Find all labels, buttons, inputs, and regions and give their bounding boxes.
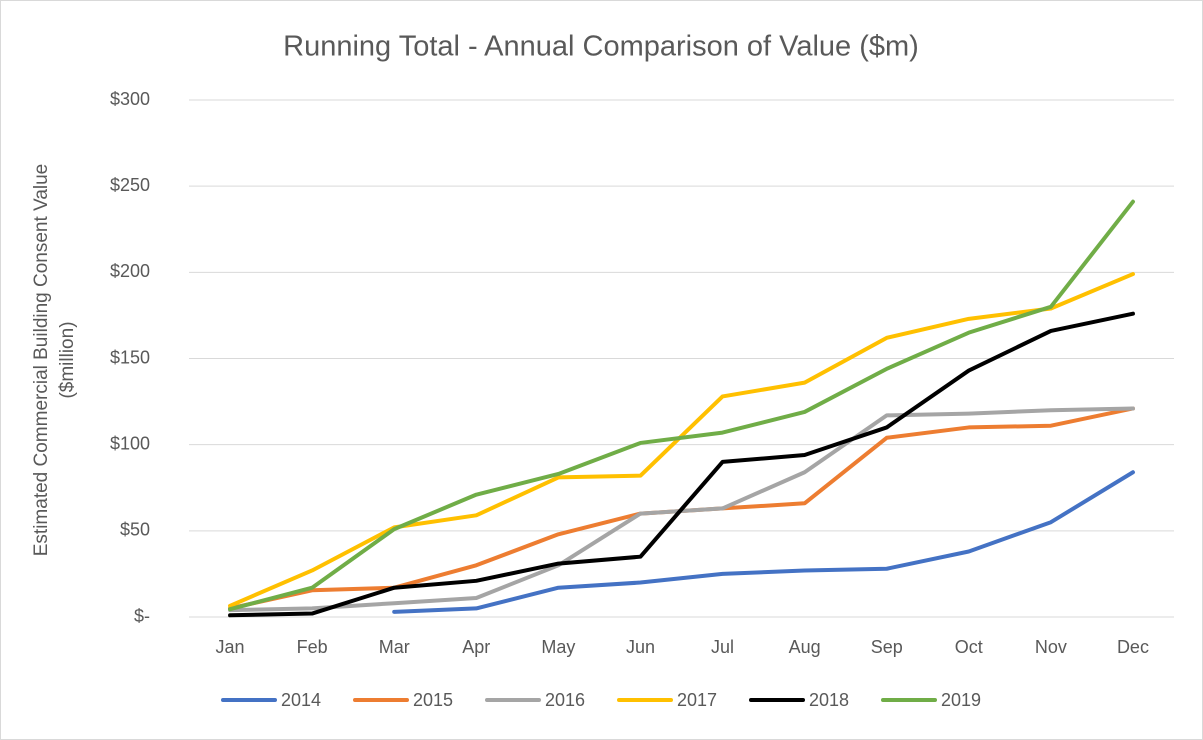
legend-label: 2018 bbox=[809, 690, 849, 710]
x-tick-label: Nov bbox=[1035, 637, 1067, 657]
legend-label: 2015 bbox=[413, 690, 453, 710]
x-tick-label: Dec bbox=[1117, 637, 1149, 657]
y-tick-label: $300 bbox=[110, 89, 150, 109]
y-tick-label: $200 bbox=[110, 261, 150, 281]
legend-label: 2014 bbox=[281, 690, 321, 710]
x-tick-label: Apr bbox=[462, 637, 490, 657]
legend-label: 2019 bbox=[941, 690, 981, 710]
y-tick-label: $50 bbox=[120, 520, 150, 540]
legend-label: 2017 bbox=[677, 690, 717, 710]
x-tick-label: Jan bbox=[216, 637, 245, 657]
x-tick-label: Jul bbox=[711, 637, 734, 657]
y-tick-label: $150 bbox=[110, 347, 150, 367]
x-tick-label: Oct bbox=[955, 637, 983, 657]
y-tick-label: $100 bbox=[110, 433, 150, 453]
x-tick-label: Aug bbox=[789, 637, 821, 657]
y-axis-label: Estimated Commercial Building Consent Va… bbox=[31, 163, 78, 557]
x-tick-label: Jun bbox=[626, 637, 655, 657]
x-tick-label: Mar bbox=[379, 637, 410, 657]
x-tick-label: May bbox=[541, 637, 575, 657]
legend-label: 2016 bbox=[545, 690, 585, 710]
series-line bbox=[228, 311, 1135, 618]
series-line bbox=[392, 470, 1135, 614]
y-tick-label: $- bbox=[134, 606, 150, 626]
y-tick-label: $250 bbox=[110, 175, 150, 195]
x-tick-label: Sep bbox=[871, 637, 903, 657]
chart-title: Running Total - Annual Comparison of Val… bbox=[283, 31, 919, 63]
series-line bbox=[228, 199, 1135, 612]
x-tick-label: Feb bbox=[297, 637, 328, 657]
